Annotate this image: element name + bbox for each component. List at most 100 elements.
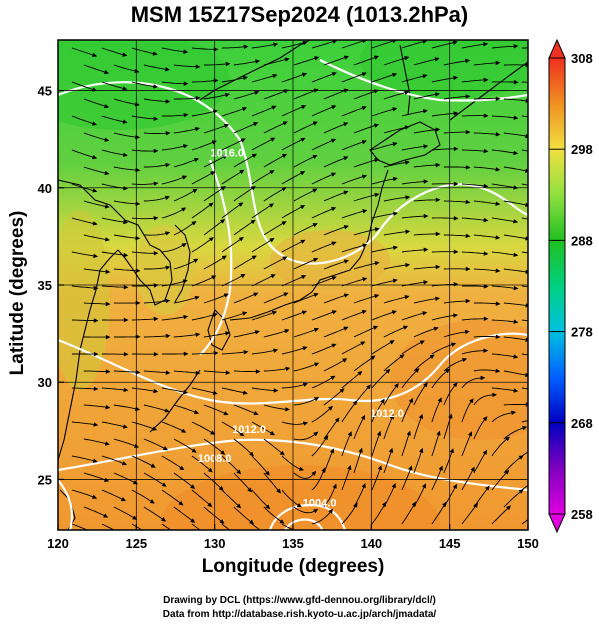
streamline (293, 328, 319, 338)
isobar-1008 (58, 438, 528, 492)
streamline-arrowhead (153, 181, 159, 186)
streamline-arrowhead (265, 470, 270, 476)
streamline (371, 369, 390, 389)
streamline-arrowhead (93, 351, 99, 357)
streamline-arrowhead (239, 431, 245, 437)
streamline-arrowhead (220, 218, 226, 224)
streamline-arrowhead (492, 392, 498, 398)
streamline (383, 126, 409, 134)
lon-tick-label: 125 (125, 536, 147, 551)
streamline (311, 343, 336, 355)
streamline (233, 404, 258, 415)
streamline (521, 451, 528, 457)
streamline-arrowhead (301, 105, 307, 109)
streamline-arrowhead (181, 428, 187, 433)
streamline (371, 399, 385, 423)
streamline (83, 268, 110, 273)
streamline (161, 489, 183, 506)
colorbar-tick-label: 278 (571, 325, 593, 340)
streamline-arrowhead (243, 44, 249, 49)
streamline-arrowhead (153, 216, 159, 221)
streamline (503, 302, 528, 307)
streamline-arrowhead (123, 352, 129, 357)
streamline (443, 414, 452, 440)
streamline-arrowhead (253, 411, 259, 416)
streamline (143, 300, 170, 304)
streamline-arrowhead (282, 256, 288, 261)
streamline (311, 172, 336, 185)
streamline (431, 76, 458, 83)
colorbar: 308 298 288 278 268 258 (548, 38, 593, 534)
streamline-arrowhead (183, 49, 189, 54)
streamline (341, 209, 367, 219)
streamline (173, 97, 200, 100)
streamline-arrowhead (270, 431, 275, 436)
streamline-arrowhead (465, 129, 471, 135)
streamline-arrowhead (165, 162, 171, 168)
streamline (191, 47, 218, 50)
streamline (461, 251, 488, 255)
streamline (491, 285, 518, 289)
streamline-arrowhead (543, 254, 547, 258)
streamline (161, 81, 188, 85)
streamline-arrowhead (331, 343, 337, 348)
streamline (431, 466, 443, 491)
streamline-arrowhead (243, 350, 249, 355)
streamline-arrowhead (423, 213, 429, 219)
streamline (251, 170, 274, 185)
streamline (71, 523, 89, 530)
streamline (401, 145, 428, 151)
streamline-arrowhead (361, 72, 367, 77)
streamline-arrowhead (179, 535, 183, 538)
streamline-arrowhead (207, 502, 213, 508)
streamline (341, 310, 366, 321)
streamline-arrowhead (194, 410, 200, 415)
streamline (521, 251, 528, 254)
streamline (233, 506, 254, 525)
streamline-arrowhead (483, 183, 489, 189)
streamline (203, 219, 225, 236)
streamline-arrowhead (377, 465, 382, 471)
streamline (311, 435, 329, 457)
streamline-arrowhead (276, 488, 281, 494)
streamline-arrowhead (423, 280, 429, 285)
streamline (251, 43, 278, 49)
lat-tick-label: 40 (38, 181, 52, 196)
streamline-arrowhead (269, 169, 275, 175)
lat-tick-label: 35 (38, 278, 52, 293)
streamline-arrowhead (209, 237, 214, 242)
streamline-arrowhead (344, 55, 349, 60)
streamline (503, 166, 528, 172)
streamline-arrowhead (505, 436, 511, 442)
streamline (491, 353, 518, 358)
streamline-arrowhead (342, 358, 348, 363)
streamline (311, 241, 336, 253)
streamline (263, 221, 287, 236)
streamline-arrowhead (190, 518, 196, 523)
streamline-arrowhead (392, 176, 398, 182)
streamline-arrowhead (437, 397, 442, 403)
streamline-arrowhead (183, 314, 189, 320)
colorbar-tick-label: 268 (571, 416, 593, 431)
streamline (371, 246, 398, 253)
streamline-arrowhead (165, 231, 171, 236)
streamline-arrowhead (153, 84, 159, 89)
streamline (251, 349, 278, 355)
streamline-arrowhead (483, 348, 489, 353)
streamline-arrowhead (539, 476, 543, 479)
streamline (71, 421, 98, 426)
streamline (383, 264, 410, 270)
streamline-arrowhead (92, 221, 98, 226)
streamline-arrowhead (344, 259, 349, 264)
streamline-arrowhead (495, 301, 501, 306)
streamline-arrowhead (255, 369, 261, 374)
streamline (473, 268, 500, 272)
streamline (173, 506, 195, 523)
streamline-arrowhead (103, 513, 109, 518)
streamline-arrowhead (165, 99, 171, 104)
streamline (143, 506, 166, 522)
streamline-arrowhead (465, 266, 471, 272)
streamline (101, 285, 128, 288)
